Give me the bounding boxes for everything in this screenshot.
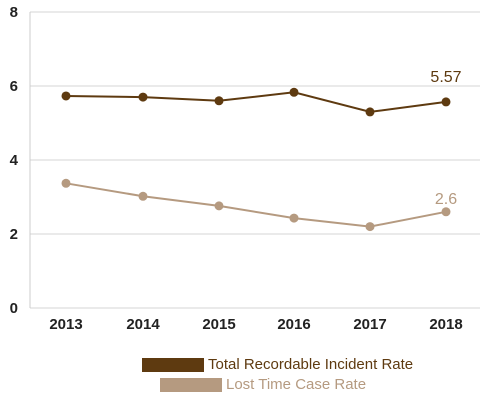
data-point-lost-time-case-rate xyxy=(61,178,71,188)
x-tick-label: 2017 xyxy=(353,316,386,333)
series-layer xyxy=(61,87,451,232)
data-point-lost-time-case-rate xyxy=(365,222,375,232)
y-tick-label: 4 xyxy=(10,152,19,169)
x-tick-label: 2015 xyxy=(202,316,235,333)
x-tick-labels: 2013 2014 2015 2016 2017 2018 xyxy=(49,316,462,333)
x-tick-label: 2014 xyxy=(126,316,160,333)
y-tick-label: 0 xyxy=(10,300,18,317)
series-points-total-recordable-incident-rate xyxy=(61,87,451,117)
x-tick-label: 2013 xyxy=(49,316,82,333)
x-tick-label: 2018 xyxy=(429,316,462,333)
data-point-total-recordable-incident-rate xyxy=(214,96,224,106)
y-tick-label: 2 xyxy=(10,226,18,243)
data-point-total-recordable-incident-rate xyxy=(61,91,71,101)
data-point-lost-time-case-rate xyxy=(289,213,299,223)
data-point-lost-time-case-rate xyxy=(441,207,451,217)
data-label-total-recordable-incident-rate: 5.57 xyxy=(430,69,461,86)
gridlines xyxy=(30,11,480,309)
legend-label: Lost Time Case Rate xyxy=(226,376,367,393)
y-tick-label: 8 xyxy=(10,4,18,21)
legend-swatch xyxy=(142,358,204,372)
data-point-lost-time-case-rate xyxy=(138,191,148,201)
legend-swatch xyxy=(160,378,222,392)
data-point-total-recordable-incident-rate xyxy=(138,92,148,102)
data-point-total-recordable-incident-rate xyxy=(289,87,299,97)
data-point-total-recordable-incident-rate xyxy=(365,107,375,117)
data-labels: 5.57 2.6 xyxy=(430,69,461,208)
series-line-total-recordable-incident-rate xyxy=(65,91,447,113)
y-tick-label: 6 xyxy=(10,78,18,95)
data-label-lost-time-case-rate: 2.6 xyxy=(435,191,457,208)
data-point-total-recordable-incident-rate xyxy=(441,97,451,107)
data-point-lost-time-case-rate xyxy=(214,201,224,211)
series-line-lost-time-case-rate xyxy=(65,182,447,228)
series-points-lost-time-case-rate xyxy=(61,178,451,232)
x-tick-label: 2016 xyxy=(277,316,310,333)
y-tick-labels: 0 2 4 6 8 xyxy=(10,4,19,317)
legend-label: Total Recordable Incident Rate xyxy=(208,356,414,373)
